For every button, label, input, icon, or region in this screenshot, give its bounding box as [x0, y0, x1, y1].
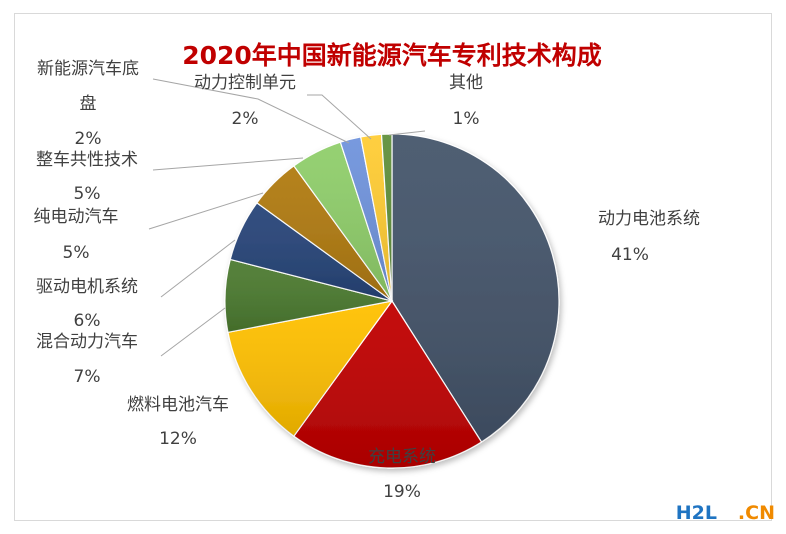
slice-label: 其他 [449, 73, 483, 93]
slice-label: 整车共性技术 [36, 150, 138, 170]
leader-line [160, 239, 236, 298]
slice-label: 动力电池系统 [598, 209, 700, 229]
slice-value-label: 41% [611, 245, 649, 265]
slice-value-label: 12% [159, 429, 197, 449]
leader-line [152, 78, 350, 144]
slice-label: 驱动电机系统 [36, 277, 138, 297]
watermark-suffix: .CN [738, 502, 775, 524]
slice-value-label: 1% [453, 109, 480, 129]
pie-slice-shading [227, 301, 392, 437]
leader-line [307, 94, 372, 140]
slice-label: 纯电动汽车 [34, 207, 119, 227]
chart-title: 2020年中国新能源汽车专利技术构成 [182, 41, 602, 70]
slice-label: 燃料电池汽车 [127, 395, 229, 415]
pie-slice-shading [293, 301, 482, 468]
pie-slice-shading [392, 134, 559, 442]
watermark-brand: H2L [676, 502, 717, 524]
pie-slice-shading [256, 165, 392, 301]
slice-value-label: 5% [74, 184, 101, 204]
slice-value-label: 19% [383, 482, 421, 502]
pie-slice-shading [340, 136, 392, 301]
pie-slice-shading [225, 259, 392, 333]
leader-line [388, 130, 426, 136]
leader-line [160, 307, 226, 357]
slice-label: 新能源汽车底 [37, 59, 139, 79]
pie-slice-shading [230, 202, 392, 301]
slice-value-label: 2% [75, 129, 102, 149]
slice-label: 盘 [80, 94, 97, 114]
slice-label: 动力控制单元 [194, 73, 296, 93]
slice-label: 混合动力汽车 [36, 332, 138, 352]
slice-label: 充电系统 [368, 447, 436, 467]
leader-line [152, 157, 304, 171]
slice-value-label: 5% [63, 243, 90, 263]
slice-value-label: 7% [74, 367, 101, 387]
pie-slice-shading [360, 134, 392, 301]
pie-slice-shading [293, 142, 392, 301]
pie-slice-shading [381, 134, 392, 301]
slice-value-label: 6% [74, 311, 101, 331]
leader-line [148, 192, 264, 230]
slice-value-label: 2% [232, 109, 259, 129]
